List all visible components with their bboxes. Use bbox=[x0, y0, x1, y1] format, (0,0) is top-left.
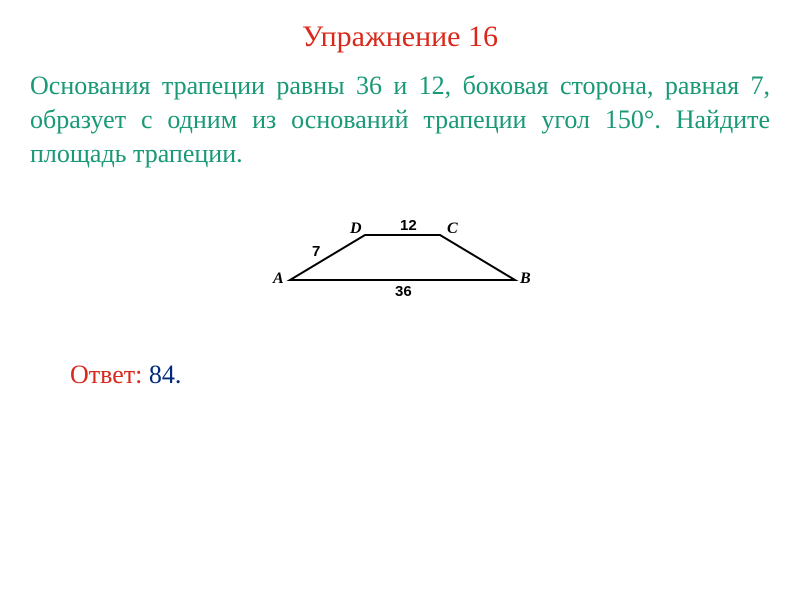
edge-top-label: 12 bbox=[400, 217, 417, 234]
exercise-title: Упражнение 16 bbox=[0, 0, 800, 69]
answer-label: Ответ: bbox=[70, 360, 149, 389]
diagram-container: D C A B 12 7 36 bbox=[0, 215, 800, 305]
answer-line: Ответ: 84. bbox=[0, 360, 800, 390]
edge-left-label: 7 bbox=[312, 243, 320, 260]
vertex-c-label: C bbox=[447, 220, 458, 238]
vertex-a-label: A bbox=[273, 270, 284, 288]
answer-value: 84. bbox=[149, 360, 182, 389]
vertex-d-label: D bbox=[350, 220, 362, 238]
vertex-b-label: B bbox=[520, 270, 531, 288]
edge-bottom-label: 36 bbox=[395, 283, 412, 300]
problem-text: Основания трапеции равны 36 и 12, бокова… bbox=[0, 69, 800, 170]
trapezoid-diagram: D C A B 12 7 36 bbox=[245, 215, 555, 305]
